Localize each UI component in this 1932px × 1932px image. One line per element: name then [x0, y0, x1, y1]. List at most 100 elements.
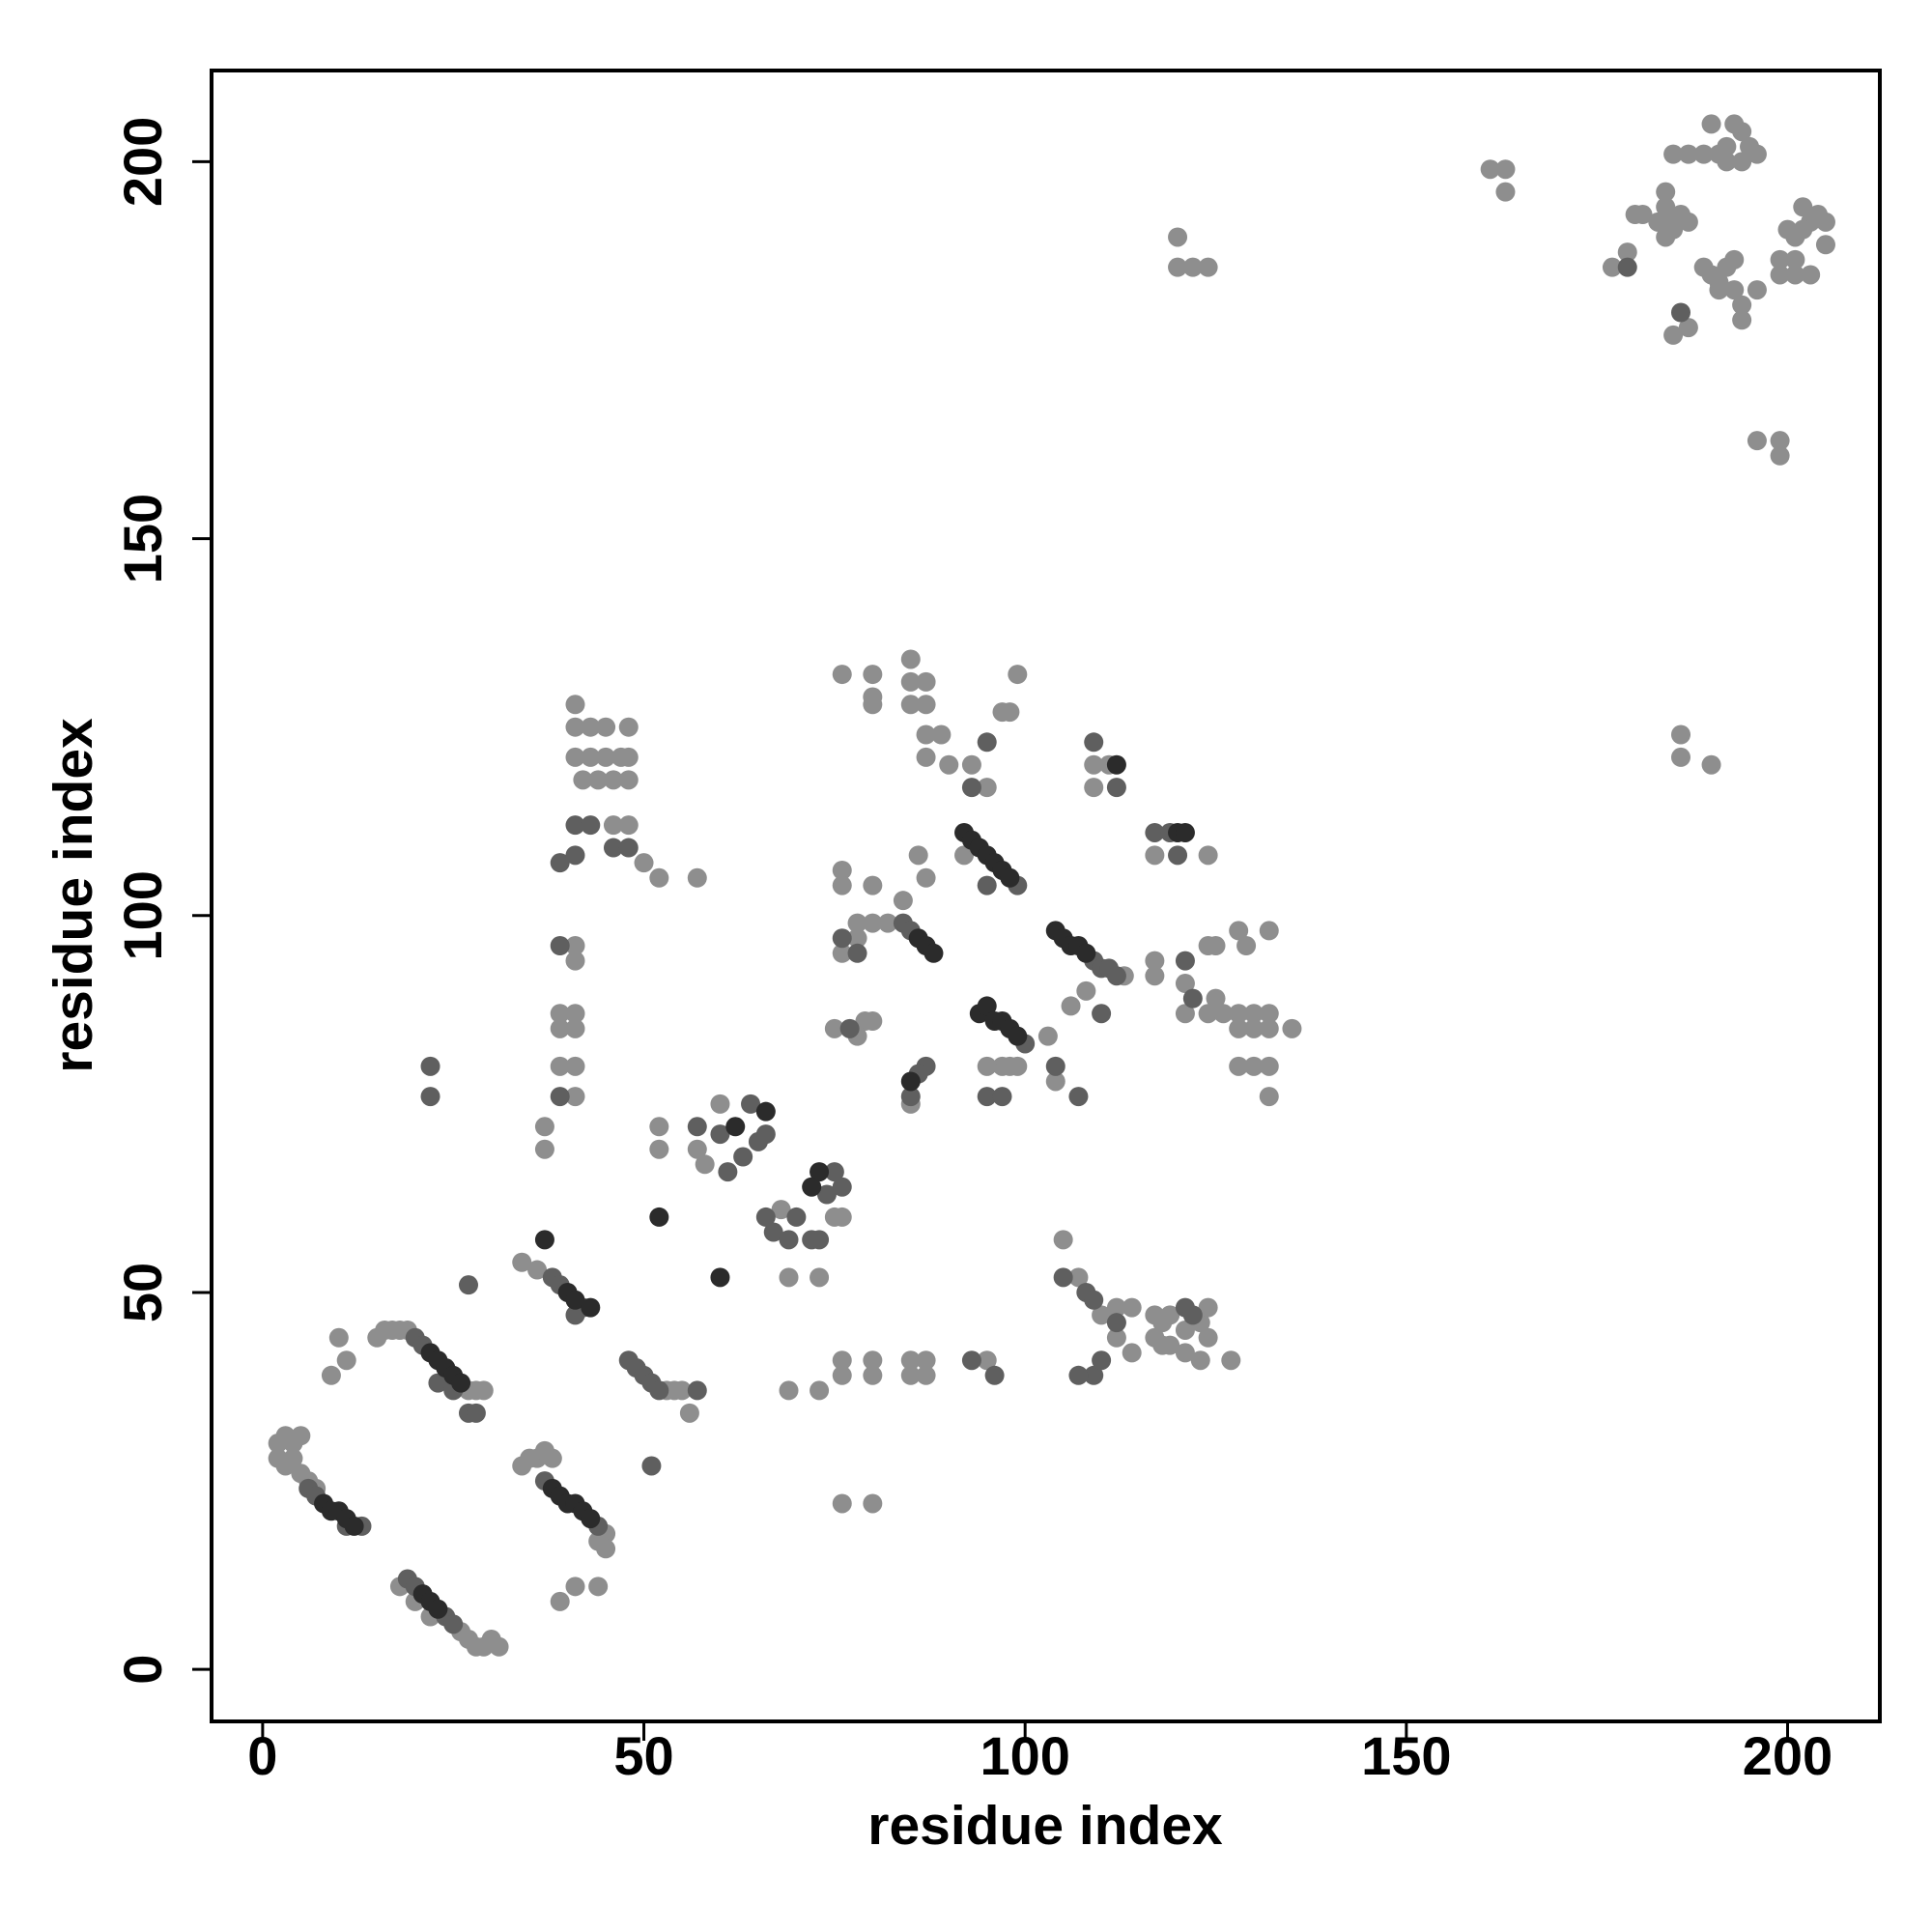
contact-point — [832, 1365, 852, 1385]
contact-point — [565, 815, 585, 836]
contact-point — [1732, 310, 1752, 330]
contact-point — [1175, 974, 1195, 994]
contact-point — [1084, 754, 1104, 775]
contact-point — [1106, 1297, 1126, 1318]
contact-point — [863, 665, 883, 685]
contact-point — [1777, 219, 1798, 240]
contact-point — [954, 845, 975, 866]
contact-point — [649, 867, 669, 888]
contact-point — [1670, 747, 1690, 767]
contact-point — [550, 1056, 570, 1076]
contact-point — [1229, 1004, 1249, 1024]
contact-point — [1182, 257, 1203, 277]
contact-point — [832, 875, 852, 895]
contact-point — [984, 1365, 1005, 1385]
contact-point — [420, 1087, 440, 1107]
contact-point — [863, 1350, 883, 1371]
contact-point — [1084, 1290, 1104, 1310]
contact-point — [1175, 822, 1195, 842]
contact-point — [1678, 318, 1698, 338]
contact-point — [1648, 212, 1668, 232]
contact-point — [1000, 1056, 1020, 1076]
contact-point — [1480, 159, 1500, 180]
contact-point — [588, 1577, 609, 1597]
contact-point — [1045, 1056, 1065, 1076]
contact-point — [779, 1267, 799, 1288]
contact-point — [581, 815, 601, 836]
contact-point — [534, 1139, 554, 1159]
contact-point — [534, 1230, 554, 1250]
contact-point — [420, 1056, 440, 1076]
contact-point — [542, 1448, 562, 1468]
contact-point — [1198, 1297, 1218, 1318]
contact-point — [596, 717, 616, 737]
contact-point — [550, 1018, 570, 1038]
contact-point — [900, 671, 921, 692]
contact-point — [1670, 302, 1690, 323]
contact-point — [1770, 265, 1790, 285]
contact-point — [1122, 1297, 1142, 1318]
contact-point — [1243, 1018, 1264, 1038]
contact-point — [1000, 702, 1020, 723]
contact-point — [1092, 1305, 1112, 1325]
contact-point — [428, 1599, 448, 1619]
contact-point — [565, 845, 585, 866]
contact-point — [1701, 114, 1721, 134]
contact-point — [1656, 182, 1676, 202]
contact-point — [977, 875, 997, 895]
contact-point — [687, 1117, 707, 1137]
contact-point — [1106, 1313, 1126, 1333]
contact-point — [1259, 1056, 1279, 1076]
contact-point — [565, 1056, 585, 1076]
contact-point — [1000, 867, 1020, 888]
contact-point — [816, 1184, 837, 1205]
contact-point — [1815, 235, 1835, 255]
contact-point — [679, 1403, 699, 1423]
contact-point — [1259, 1087, 1279, 1107]
contact-point — [1495, 182, 1516, 202]
contact-point — [687, 867, 707, 888]
contact-point — [1182, 1305, 1203, 1325]
contact-point — [695, 1154, 715, 1175]
contact-point — [1145, 951, 1165, 971]
contact-point — [832, 943, 852, 963]
contact-point — [824, 1162, 844, 1182]
contact-point — [832, 1207, 852, 1227]
contact-point — [1747, 144, 1767, 164]
contact-point — [1785, 249, 1805, 270]
contact-point — [581, 717, 601, 737]
contact-point — [741, 1094, 761, 1114]
contact-point — [1701, 754, 1721, 775]
contact-point — [939, 754, 959, 775]
contact-point — [291, 1426, 311, 1446]
contact-point — [1092, 1004, 1112, 1024]
contact-point — [581, 1509, 601, 1529]
contact-point — [565, 1087, 585, 1107]
contact-point — [1229, 1018, 1249, 1038]
contact-point — [908, 845, 928, 866]
contact-point — [641, 1456, 662, 1476]
contact-point — [451, 1373, 471, 1393]
contact-point — [466, 1403, 486, 1423]
contact-point — [977, 1350, 997, 1371]
contact-point — [618, 717, 639, 737]
contact-point — [977, 1087, 997, 1107]
contact-point — [1770, 431, 1790, 451]
contact-point — [1175, 1343, 1195, 1363]
contact-point — [710, 1267, 730, 1288]
y-axis-label: residue index — [43, 718, 104, 1073]
contact-point — [565, 1305, 585, 1325]
contact-point — [893, 891, 913, 911]
contact-point — [863, 695, 883, 715]
contact-point — [1092, 1350, 1112, 1371]
contact-point — [900, 1365, 921, 1385]
contact-point — [565, 1577, 585, 1597]
contact-point — [1717, 136, 1737, 156]
contact-point — [1670, 724, 1690, 745]
contact-point — [1076, 943, 1096, 963]
contact-point — [1617, 242, 1637, 263]
contact-point — [603, 838, 623, 858]
contact-point — [1602, 257, 1622, 277]
